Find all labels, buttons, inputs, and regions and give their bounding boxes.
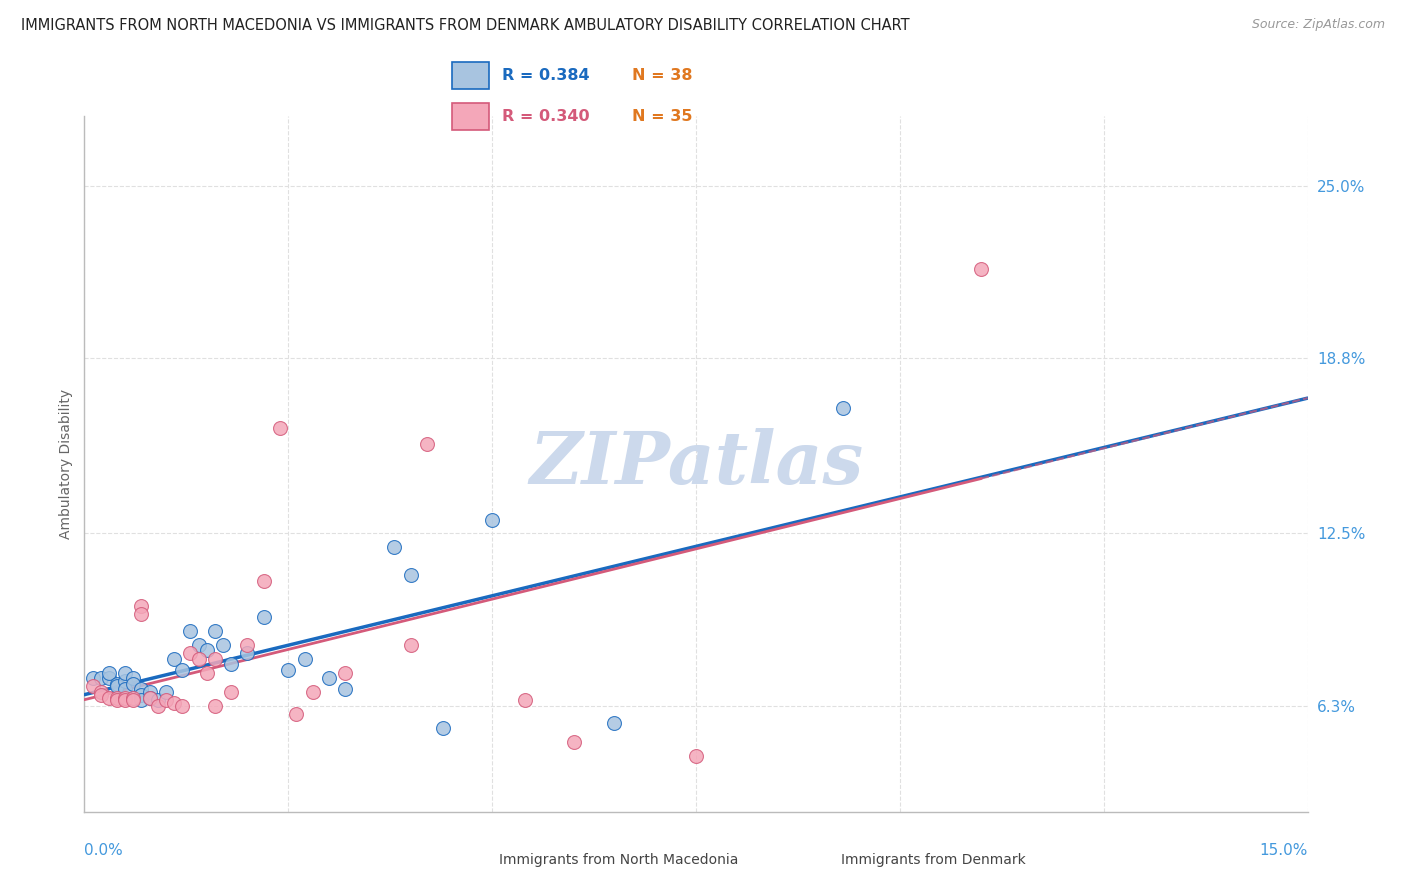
Point — [131, 693, 153, 707]
Text: ZIPatlas: ZIPatlas — [529, 428, 863, 500]
Text: Source: ZipAtlas.com: Source: ZipAtlas.com — [1251, 18, 1385, 31]
Point — [131, 688, 153, 702]
Point — [970, 262, 993, 277]
Point — [114, 665, 136, 680]
Point — [163, 696, 186, 710]
Text: 0.0%: 0.0% — [84, 843, 124, 858]
Point — [114, 693, 136, 707]
Point — [114, 682, 136, 697]
Point — [131, 607, 153, 621]
Text: N = 35: N = 35 — [631, 109, 692, 124]
Text: Immigrants from Denmark: Immigrants from Denmark — [841, 853, 1025, 867]
Point — [172, 663, 194, 677]
Point — [195, 643, 218, 657]
Point — [114, 690, 136, 705]
Point — [122, 676, 145, 690]
Point — [163, 651, 186, 665]
Point — [122, 693, 145, 707]
Point — [432, 721, 454, 735]
Point — [105, 690, 128, 705]
Point — [277, 663, 299, 677]
Point — [97, 665, 120, 680]
Point — [416, 437, 439, 451]
Point — [82, 680, 104, 694]
Point — [513, 693, 536, 707]
Point — [105, 693, 128, 707]
Point — [399, 568, 422, 582]
Point — [382, 541, 405, 555]
Text: 15.0%: 15.0% — [1260, 843, 1308, 858]
Text: IMMIGRANTS FROM NORTH MACEDONIA VS IMMIGRANTS FROM DENMARK AMBULATORY DISABILITY: IMMIGRANTS FROM NORTH MACEDONIA VS IMMIG… — [21, 18, 910, 33]
Point — [114, 673, 136, 688]
Point — [253, 574, 276, 588]
Point — [204, 624, 226, 638]
Point — [219, 685, 242, 699]
Point — [335, 665, 357, 680]
Point — [831, 401, 853, 416]
Point — [318, 671, 340, 685]
Text: R = 0.340: R = 0.340 — [502, 109, 589, 124]
Point — [146, 693, 169, 707]
Point — [195, 665, 218, 680]
Point — [212, 638, 235, 652]
Y-axis label: Ambulatory Disability: Ambulatory Disability — [59, 389, 73, 539]
Point — [122, 671, 145, 685]
Point — [187, 638, 209, 652]
Point — [138, 690, 160, 705]
Point — [179, 646, 201, 660]
Point — [219, 657, 242, 672]
Point — [685, 749, 707, 764]
Point — [269, 420, 291, 434]
Point — [131, 599, 153, 613]
Text: R = 0.384: R = 0.384 — [502, 68, 589, 83]
Point — [90, 671, 112, 685]
Text: Immigrants from North Macedonia: Immigrants from North Macedonia — [499, 853, 738, 867]
Point — [97, 690, 120, 705]
Point — [155, 693, 177, 707]
Point — [236, 638, 259, 652]
Point — [97, 671, 120, 685]
Point — [138, 690, 160, 705]
Point — [105, 680, 128, 694]
Point — [562, 735, 585, 749]
Point — [253, 610, 276, 624]
Point — [172, 698, 194, 713]
Point — [285, 707, 308, 722]
Point — [155, 685, 177, 699]
Point — [335, 682, 357, 697]
Point — [82, 671, 104, 685]
Point — [131, 682, 153, 697]
Point — [294, 651, 316, 665]
Point — [204, 651, 226, 665]
Point — [204, 698, 226, 713]
Text: N = 38: N = 38 — [631, 68, 692, 83]
Point — [603, 715, 626, 730]
Point — [138, 685, 160, 699]
Point — [301, 685, 323, 699]
Point — [481, 512, 503, 526]
Point — [90, 685, 112, 699]
Point — [122, 690, 145, 705]
Point — [90, 688, 112, 702]
Point — [187, 651, 209, 665]
Point — [399, 638, 422, 652]
Point — [105, 676, 128, 690]
Point — [236, 646, 259, 660]
FancyBboxPatch shape — [453, 62, 489, 89]
FancyBboxPatch shape — [453, 103, 489, 130]
Point — [146, 698, 169, 713]
Point — [179, 624, 201, 638]
